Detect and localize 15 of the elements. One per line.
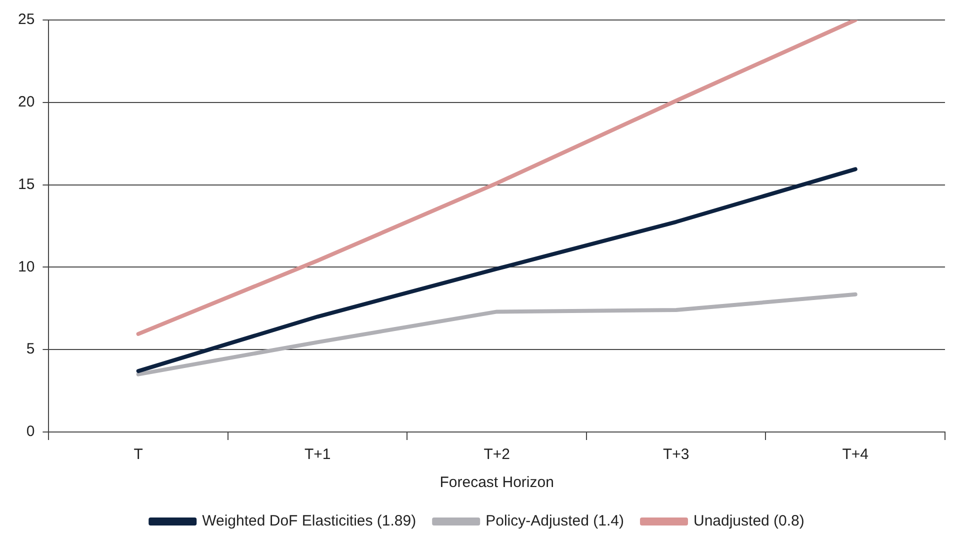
x-tick-label: T+4 — [842, 446, 868, 464]
x-tick-label: T+1 — [304, 446, 331, 464]
y-tick-label: 0 — [26, 423, 35, 440]
y-tick-label: 20 — [18, 94, 35, 111]
x-tick-label: T+3 — [662, 446, 690, 464]
x-axis-title: Forecast Horizon — [440, 474, 554, 492]
legend-label: Weighted DoF Elasticities (1.89) — [202, 512, 416, 530]
y-tick-label: 25 — [18, 11, 35, 28]
x-tick-label: T — [134, 446, 143, 464]
y-tick-label: 10 — [18, 258, 35, 276]
x-tick-label: T+2 — [484, 446, 510, 464]
legend-label: Unadjusted (0.8) — [693, 512, 804, 530]
y-tick-label: 15 — [18, 176, 35, 193]
legend-label: Policy-Adjusted (1.4) — [486, 512, 624, 530]
y-tick-label: 5 — [26, 340, 35, 358]
